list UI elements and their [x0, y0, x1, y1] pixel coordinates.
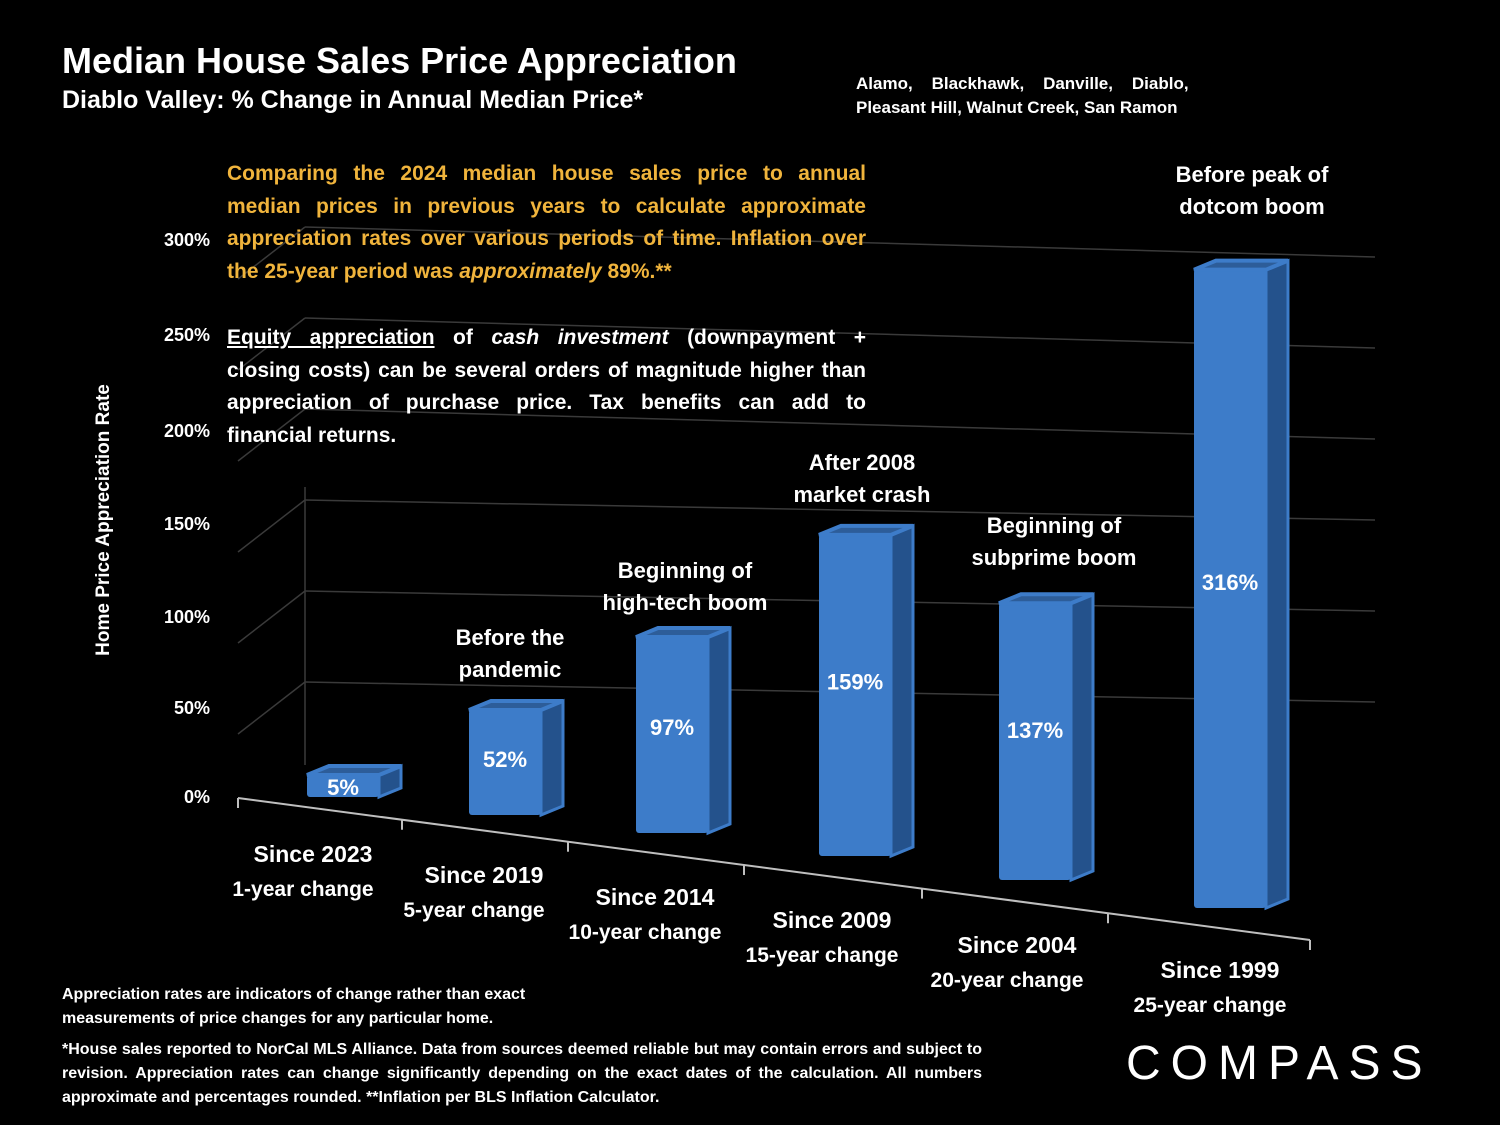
gridline-side-150 — [237, 499, 306, 553]
x-axis-line — [237, 797, 1311, 941]
footnote-appreciation: Appreciation rates are indicators of cha… — [62, 986, 526, 1027]
intro-tail-text: 89%.** — [601, 259, 672, 283]
page-subtitle: Diablo Valley: % Change in Annual Median… — [62, 86, 644, 114]
bar-top-3 — [818, 523, 914, 537]
gridline-side-250 — [237, 317, 306, 371]
intro-paragraph: Comparing the 2024 median house sales pr… — [227, 158, 866, 288]
bar-2: 97% — [635, 625, 732, 836]
page-title: Median House Sales Price Appreciation — [62, 40, 737, 81]
gridline-side-200 — [237, 408, 306, 462]
category-label-1: Since 2019 — [425, 862, 544, 888]
chart-axes — [237, 797, 1311, 950]
bar-front-1 — [469, 709, 541, 815]
y-tick-label-4: 200% — [164, 421, 210, 441]
footnote-sources: *House sales reported to NorCal MLS Alli… — [62, 1041, 982, 1106]
annotation-4-line-1: subprime boom — [971, 545, 1136, 570]
bar-5: 316% — [1193, 258, 1290, 911]
category-sublabel-0: 1-year change — [232, 878, 373, 901]
bar-4: 137% — [998, 592, 1095, 883]
annotation-4-line-0: Beginning of — [987, 513, 1122, 538]
bar-side-1 — [539, 698, 565, 818]
bar-front-5 — [1194, 269, 1266, 908]
bar-top-2 — [635, 626, 731, 640]
annotation-2-line-0: Beginning of — [618, 558, 753, 583]
bar-3: 159% — [818, 523, 915, 859]
annotation-3-line-1: market crash — [794, 482, 931, 507]
bar-side-4 — [1069, 592, 1095, 883]
bar-top-0 — [306, 764, 402, 777]
y-axis-tick-labels: 0% 50% 100% 150% 200% 250% 300% — [164, 230, 210, 807]
annotation-1-line-0: Before the — [456, 625, 565, 650]
y-tick-label-0: 0% — [184, 787, 210, 807]
x-axis-category-labels: Since 2023 1-year change Since 2019 5-year … — [232, 841, 1286, 1017]
annotation-1-line-1: pandemic — [459, 657, 562, 682]
bar-front-0 — [307, 775, 379, 797]
category-sublabel-3: 15-year change — [746, 944, 899, 967]
y-axis-label: Home Price Appreciation Rate — [93, 384, 114, 656]
bar-side-5 — [1264, 258, 1290, 911]
category-label-0: Since 2023 — [254, 841, 373, 867]
y-tick-label-5: 250% — [164, 325, 210, 345]
category-sublabel-5: 25-year change — [1134, 994, 1287, 1017]
annotation-3-line-0: After 2008 — [809, 450, 915, 475]
y-tick-label-6: 300% — [164, 230, 210, 250]
category-label-5: Since 1999 — [1161, 957, 1280, 983]
bar-side-2 — [706, 625, 732, 836]
intro-text: Comparing the 2024 median house sales pr… — [227, 162, 866, 283]
annotation-5-line-1: dotcom boom — [1179, 194, 1324, 219]
annotation-5-line-0: Before peak of — [1176, 162, 1329, 187]
data-label-2: 97% — [650, 715, 694, 740]
bar-front-4 — [999, 603, 1071, 880]
category-label-4: Since 2004 — [958, 932, 1077, 958]
annotation-2-line-1: high-tech boom — [603, 590, 768, 615]
bar-front-2 — [636, 637, 708, 833]
chart-bars: 5% 52% 97% 159% 137% 316% — [306, 258, 1290, 911]
y-tick-label-2: 100% — [164, 607, 210, 627]
region-list: Alamo, Blackhawk, Danville, Diablo, Plea… — [856, 74, 1189, 117]
data-label-4: 137% — [1007, 718, 1063, 743]
data-label-5: 316% — [1202, 570, 1258, 595]
category-label-3: Since 2009 — [773, 907, 892, 933]
category-label-2: Since 2014 — [596, 884, 715, 910]
equity-underlined-text: Equity appreciation — [227, 326, 435, 349]
y-tick-label-1: 50% — [174, 698, 210, 718]
bar-annotations: Before the pandemic Beginning of high-tech … — [456, 162, 1329, 682]
data-label-0: 5% — [327, 775, 359, 800]
gridline-side-50 — [237, 681, 306, 735]
bar-1: 52% — [468, 698, 565, 818]
compass-logo: COMPASS — [1126, 1037, 1433, 1090]
category-sublabel-4: 20-year change — [931, 969, 1084, 992]
chart-gridlines — [237, 226, 1376, 765]
equity-text-1: of — [434, 326, 492, 349]
intro-italic-text: approximately — [459, 259, 602, 283]
equity-italic-text: cash investment — [491, 326, 669, 349]
bar-front-3 — [819, 534, 891, 856]
bar-top-4 — [998, 592, 1094, 606]
gridline-side-300 — [237, 226, 306, 280]
category-sublabel-1: 5-year change — [403, 899, 544, 922]
y-tick-label-3: 150% — [164, 514, 210, 534]
bar-0: 5% — [306, 763, 403, 800]
bar-top-5 — [1193, 258, 1289, 272]
category-sublabel-2: 10-year change — [569, 921, 722, 944]
bar-side-3 — [889, 523, 915, 859]
data-label-1: 52% — [483, 747, 527, 772]
equity-paragraph: Equity appreciation of cash investment (… — [227, 322, 866, 452]
data-label-3: 159% — [827, 669, 883, 694]
gridline-300 — [304, 226, 1376, 258]
gridline-side-100 — [237, 590, 306, 644]
equity-text-2: (downpayment + closing costs) can be sev… — [227, 326, 866, 447]
bar-top-1 — [468, 698, 564, 712]
